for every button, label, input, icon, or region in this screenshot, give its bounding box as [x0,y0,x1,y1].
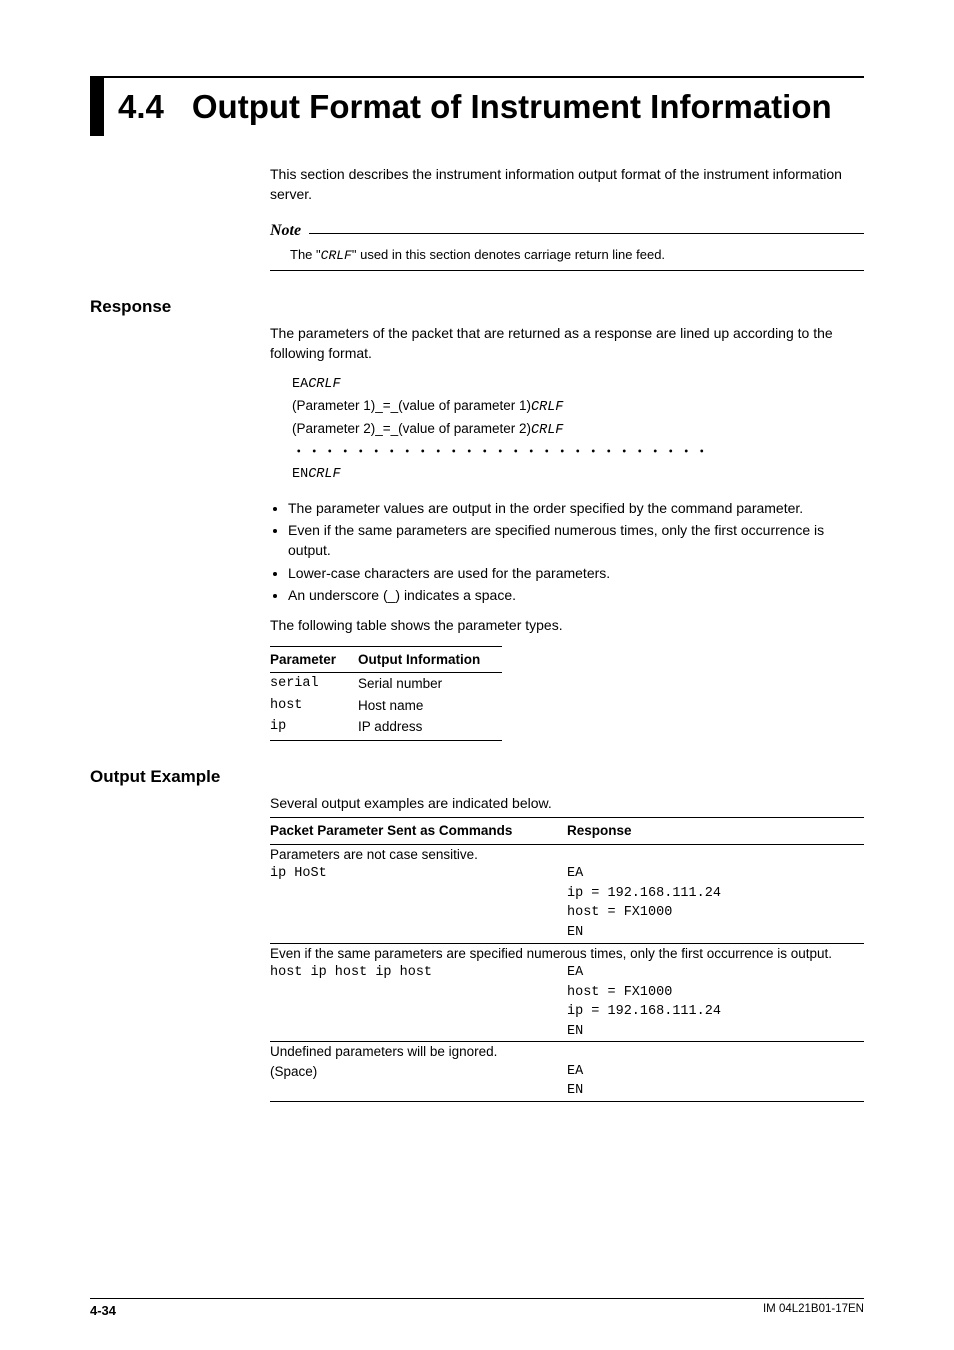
bullets: The parameter values are output in the o… [270,498,864,605]
fmt-en: EN [292,467,308,482]
ex-g1-r4: EN [567,923,864,943]
fmt-ea: EA [292,377,308,392]
fmt-ea-crlf: CRLF [308,377,340,392]
bullet-2: Even if the same parameters are specifie… [288,520,864,561]
fmt-p2: (Parameter 2)_=_(value of parameter 2) [292,421,531,436]
ex-th1: Packet Parameter Sent as Commands [270,818,567,845]
param-r2c2: Host name [358,695,502,717]
note-label: Note [270,219,301,242]
response-heading: Response [90,297,864,317]
intro-block: This section describes the instrument in… [270,164,864,271]
section-title: Output Format of Instrument Information [192,78,832,136]
param-r3c1: ip [270,716,358,740]
footer-page: 4-34 [90,1303,116,1318]
ex-g1-r3: host = FX1000 [567,903,864,923]
response-block: The parameters of the packet that are re… [270,323,864,741]
note-rule [309,233,864,234]
note-crlf: CRLF [321,248,352,263]
title-bar [90,78,104,136]
param-r1c2: Serial number [358,673,502,695]
param-r3c2: IP address [358,716,502,740]
ex-g2-r1: EA [567,963,864,983]
ex-g3-r1: EA [567,1062,864,1082]
fmt-dots: ・・・・・・・・・・・・・・・・・・・・・・・・・・・ [292,442,864,463]
param-th2: Output Information [358,646,502,673]
fmt-p1: (Parameter 1)_=_(value of parameter 1) [292,398,531,413]
fmt-p1-crlf: CRLF [531,400,563,415]
ex-g2-note: Even if the same parameters are specifie… [270,943,864,963]
param-r1c1: serial [270,673,358,695]
ex-g2-r4: EN [567,1022,864,1042]
fmt-p2-crlf: CRLF [531,423,563,438]
example-lead: Several output examples are indicated be… [270,793,864,813]
format-block: EACRLF (Parameter 1)_=_(value of paramet… [292,373,864,486]
section-header: 4.4 Output Format of Instrument Informat… [90,76,864,136]
note-body: The "CRLF" used in this section denotes … [270,242,864,271]
bullet-4: An underscore (_) indicates a space. [288,585,864,605]
param-th1: Parameter [270,646,358,673]
note: Note The "CRLF" used in this section den… [270,219,864,271]
page: 4.4 Output Format of Instrument Informat… [0,0,954,1350]
example-table: Packet Parameter Sent as Commands Respon… [270,817,864,1102]
param-table: Parameter Output Information serial Seri… [270,646,502,741]
ex-g2-cmd: host ip host ip host [270,963,567,983]
footer: 4-34 IM 04L21B01-17EN [90,1298,864,1318]
ex-g1-note: Parameters are not case sensitive. [270,844,864,864]
param-intro: The following table shows the parameter … [270,615,864,635]
ex-g3-r2: EN [567,1081,864,1101]
ex-g2-r2: host = FX1000 [567,983,864,1003]
note-pre: The " [290,247,321,262]
bullet-3: Lower-case characters are used for the p… [288,563,864,583]
ex-g1-r2: ip = 192.168.111.24 [567,884,864,904]
example-heading: Output Example [90,767,864,787]
intro-text: This section describes the instrument in… [270,164,864,205]
example-block: Several output examples are indicated be… [270,793,864,1102]
note-post: " used in this section denotes carriage … [352,247,665,262]
ex-g1-r1: EA [567,864,864,884]
response-lead: The parameters of the packet that are re… [270,323,864,364]
ex-th2: Response [567,818,864,845]
ex-g3-cmd: (Space) [270,1062,567,1082]
fmt-en-crlf: CRLF [308,467,340,482]
param-r2c1: host [270,695,358,717]
footer-doc: IM 04L21B01-17EN [763,1303,864,1318]
bullet-1: The parameter values are output in the o… [288,498,864,518]
ex-g3-note: Undefined parameters will be ignored. [270,1042,864,1062]
section-number: 4.4 [118,78,192,136]
ex-g2-r3: ip = 192.168.111.24 [567,1002,864,1022]
ex-g1-cmd: ip HoSt [270,864,567,884]
